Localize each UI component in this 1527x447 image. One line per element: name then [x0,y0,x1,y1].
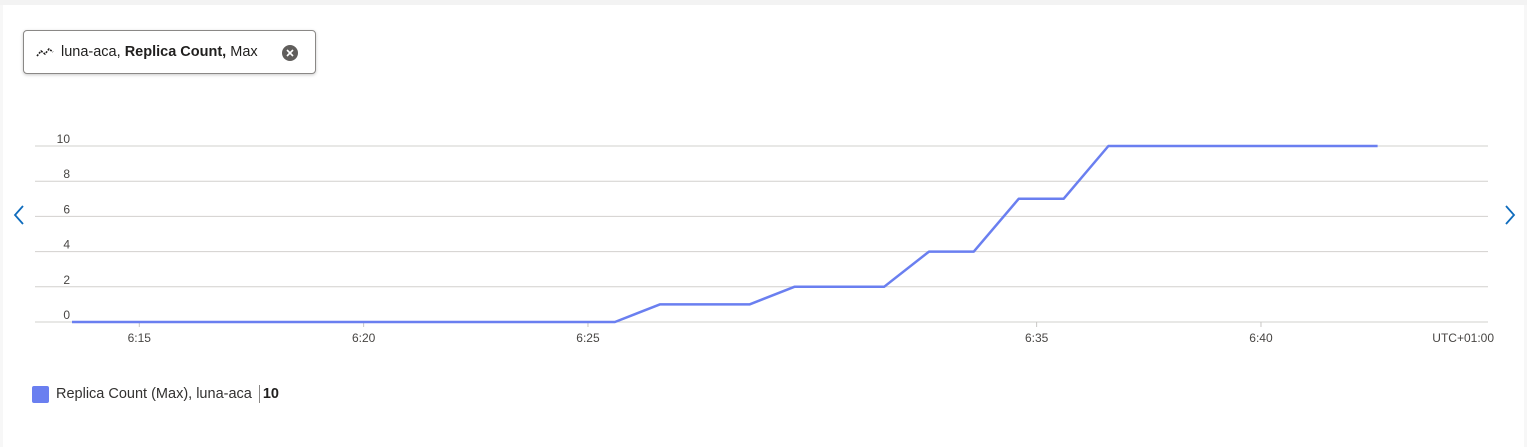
line-chart: 0 2 4 6 8 10 6:15 6:20 6:25 6:35 6:40 UTC+01:00 [35,132,1494,345]
legend-series-name: Replica Count (Max), luna-aca [56,386,252,402]
series-line-0 [72,144,1378,324]
legend-value: 10 [262,386,279,402]
y-tick-label-4: 8 [63,167,70,181]
metric-name: Replica Count, [124,44,227,60]
top-strip [0,0,1527,5]
legend-swatch [32,385,49,403]
x-tick-label-4: 6:40 [1249,331,1273,345]
x-tick-label-0: 6:15 [128,331,152,345]
chart-gridlines [35,145,1488,323]
y-tick-label-3: 6 [63,202,70,216]
chart-legend[interactable]: Replica Count (Max), luna-aca 10 [32,384,279,404]
chevron-left-icon[interactable] [11,203,27,227]
chart-series [72,144,1378,324]
metric-pill[interactable]: luna-aca, Replica Count, Max [23,30,316,74]
timezone-label: UTC+01:00 [1432,331,1494,345]
y-tick-label-1: 2 [63,273,70,287]
x-tick-label-2: 6:25 [576,331,600,345]
metric-resource: luna-aca, [61,44,121,60]
x-tick-label-1: 6:20 [352,331,376,345]
y-tick-label-2: 4 [63,238,70,252]
right-edge [1524,5,1527,447]
x-axis-ticks: 6:15 6:20 6:25 6:35 6:40 [128,322,1273,345]
y-tick-label-5: 10 [57,132,71,146]
metric-aggregation: Max [230,44,258,60]
legend-divider [258,385,260,403]
left-edge [0,5,3,447]
close-icon[interactable] [282,45,298,61]
line-chart-icon [36,46,54,58]
y-axis-ticks: 0 2 4 6 8 10 [57,132,71,322]
x-tick-label-3: 6:35 [1025,331,1049,345]
y-tick-label-0: 0 [63,308,70,322]
chevron-right-icon[interactable] [1502,203,1518,227]
